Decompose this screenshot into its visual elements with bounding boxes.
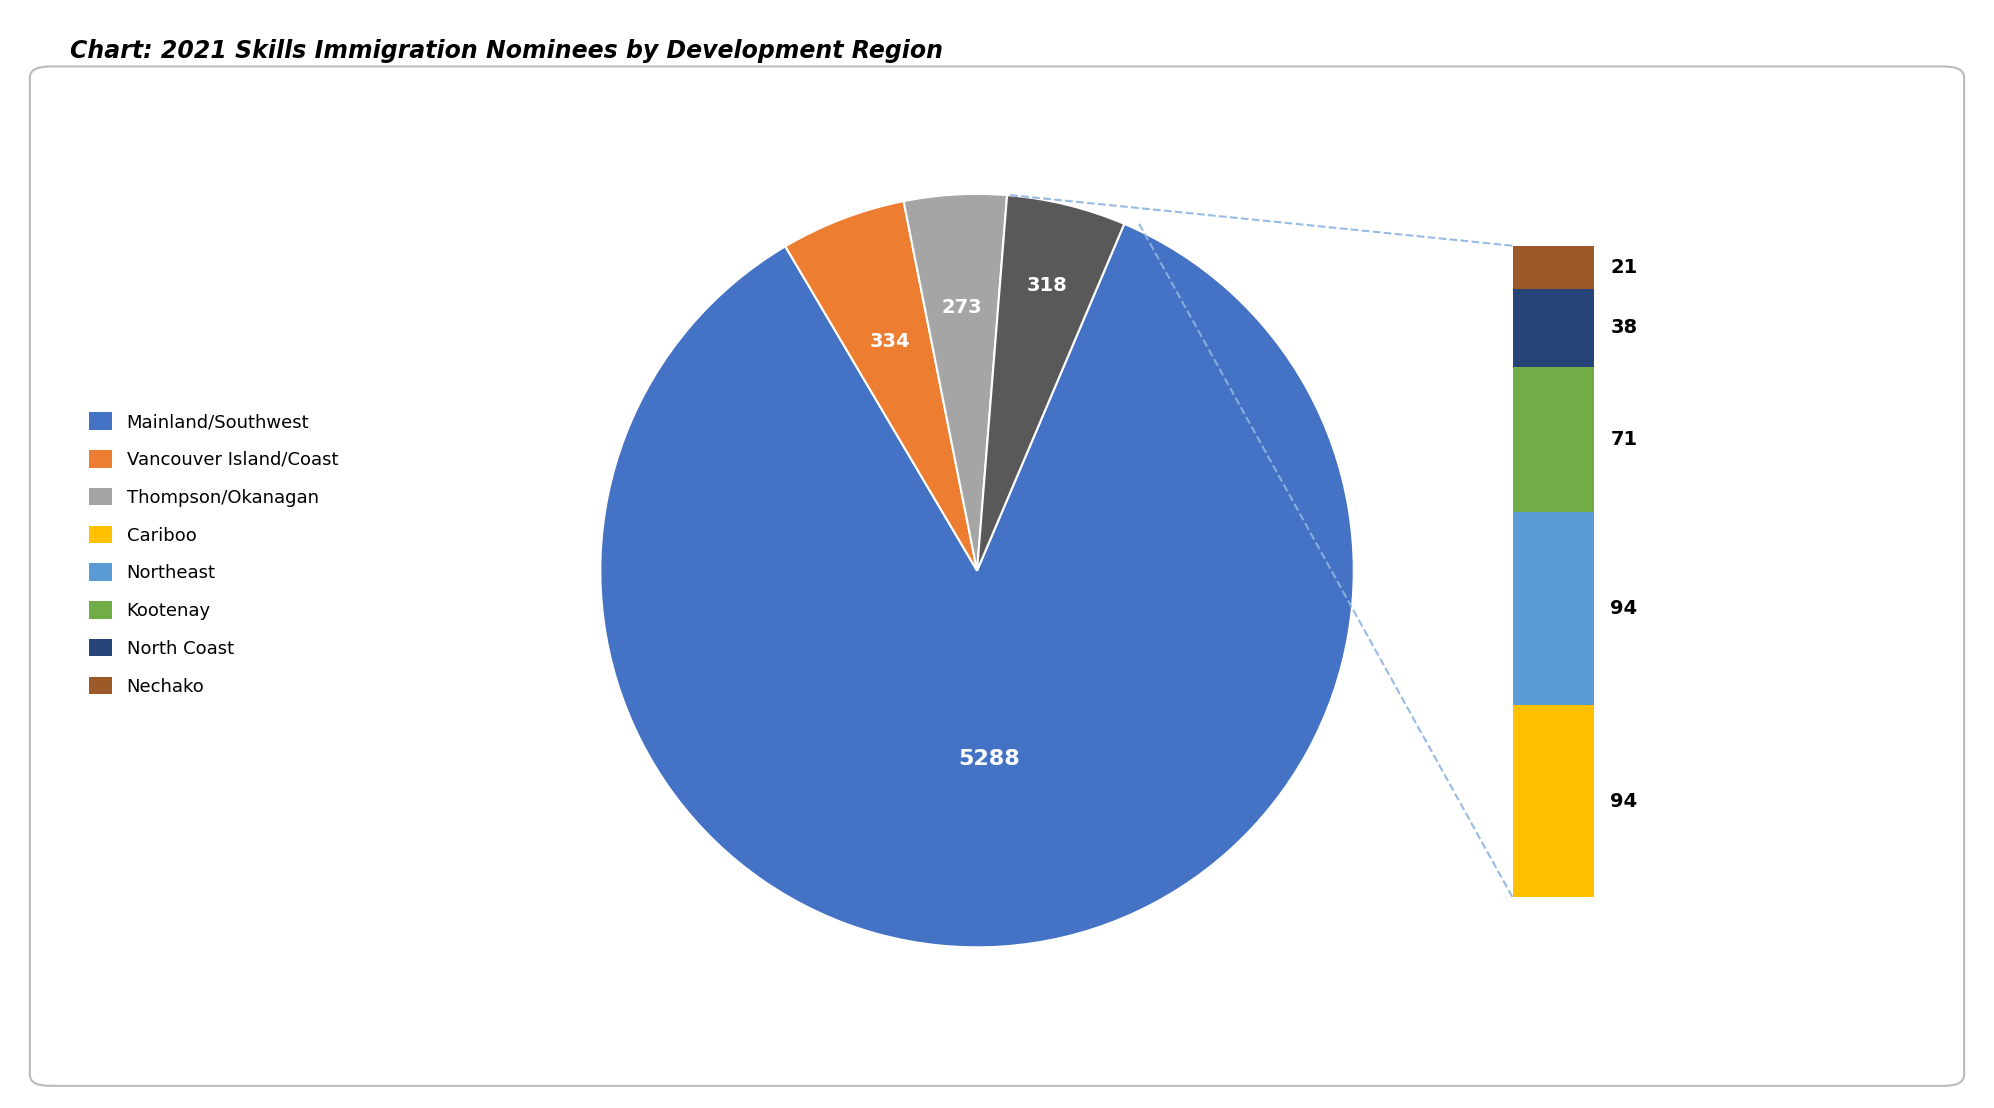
Text: Chart: 2021 Skills Immigration Nominees by Development Region: Chart: 2021 Skills Immigration Nominees … — [70, 39, 943, 63]
Text: 71: 71 — [1611, 430, 1637, 449]
Bar — [1513, 512, 1593, 705]
Text: 334: 334 — [869, 332, 909, 351]
Text: 318: 318 — [1027, 276, 1067, 295]
Text: 38: 38 — [1611, 318, 1637, 337]
Text: 273: 273 — [941, 298, 981, 317]
Text: 21: 21 — [1611, 258, 1637, 277]
Legend: Mainland/Southwest, Vancouver Island/Coast, Thompson/Okanagan, Cariboo, Northeas: Mainland/Southwest, Vancouver Island/Coa… — [90, 412, 339, 696]
Text: 94: 94 — [1611, 599, 1637, 618]
Text: 94: 94 — [1611, 791, 1637, 811]
Wedge shape — [903, 194, 1007, 571]
Bar — [1513, 289, 1593, 367]
Bar — [1513, 367, 1593, 512]
Text: 5288: 5288 — [959, 749, 1021, 769]
Bar — [1513, 246, 1593, 289]
Wedge shape — [977, 195, 1125, 571]
Bar — [1513, 705, 1593, 897]
Wedge shape — [600, 224, 1354, 947]
Wedge shape — [786, 202, 977, 571]
FancyBboxPatch shape — [30, 66, 1964, 1086]
